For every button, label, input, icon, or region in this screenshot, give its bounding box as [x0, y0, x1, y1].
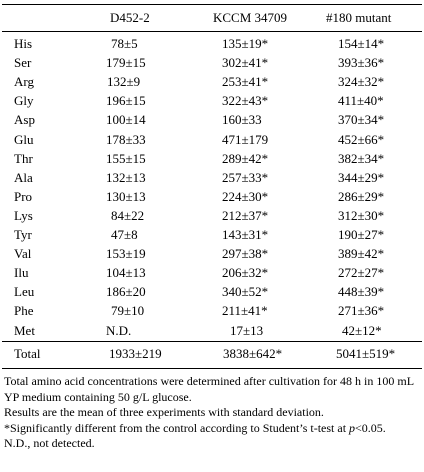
value-kccm-34709: 211±41*: [222, 303, 268, 319]
value-d452-2: 100±14: [106, 112, 146, 128]
value-d452-2: 84±22: [111, 207, 145, 223]
value-d452-2: 178±33: [106, 131, 146, 147]
amino-acid-name: Met: [14, 322, 35, 338]
table-top-rule: [2, 4, 422, 5]
table-row: Asp 100±14 160±33 370±34*: [0, 111, 424, 129]
value-d452-2: 104±13: [106, 265, 146, 281]
value-kccm-34709: 160±33: [222, 112, 262, 128]
table-row: Leu 186±20 340±52* 448±39*: [0, 283, 424, 301]
value-180-mutant: 42±12*: [342, 322, 382, 338]
value-d452-2: N.D.: [106, 322, 132, 338]
table-row: Ala 132±13 257±33* 344±29*: [0, 169, 424, 187]
value-kccm-34709: 257±33*: [222, 169, 269, 185]
value-kccm-34709: 212±37*: [222, 207, 269, 223]
total-d452-2: 1933±219: [109, 346, 162, 361]
table-row: His 78±5 135±19* 154±14*: [0, 35, 424, 53]
table-row: Gly 196±15 322±43* 411±40*: [0, 92, 424, 110]
amino-acid-name: Ilu: [14, 265, 29, 281]
value-d452-2: 47±8: [111, 227, 138, 242]
value-kccm-34709: 289±42*: [222, 150, 269, 166]
table-row: Arg 132±9 253±41* 324±32*: [0, 73, 424, 91]
amino-acid-name: Asp: [14, 112, 35, 128]
footnote-mean: Results are the mean of three experiment…: [4, 405, 324, 419]
value-kccm-34709: 302±41*: [222, 55, 269, 71]
table-row: Ilu 104±13 206±32* 272±27*: [0, 264, 424, 282]
table-header-row: D452-2 KCCM 34709 #180 mutant: [0, 8, 424, 28]
amino-acid-name: Val: [14, 246, 32, 262]
value-d452-2: 79±10: [111, 303, 145, 319]
table-header-rule: [2, 31, 422, 32]
header-180-mutant: #180 mutant: [326, 10, 392, 25]
value-kccm-34709: 143±31*: [222, 227, 269, 242]
value-180-mutant: 344±29*: [338, 169, 385, 185]
value-d452-2: 179±15: [106, 55, 146, 71]
value-180-mutant: 370±34*: [338, 112, 385, 128]
value-180-mutant: 271±36*: [338, 303, 385, 319]
amino-acid-name: Tyr: [14, 227, 32, 242]
table-row: Val 153±19 297±38* 389±42*: [0, 245, 424, 263]
value-180-mutant: 190±27*: [338, 227, 385, 242]
value-kccm-34709: 253±41*: [222, 74, 269, 90]
value-180-mutant: 452±66*: [338, 131, 385, 147]
value-d452-2: 132±9: [107, 74, 141, 90]
value-d452-2: 132±13: [106, 169, 146, 185]
value-d452-2: 153±19: [106, 246, 146, 262]
value-180-mutant: 389±42*: [338, 246, 385, 262]
value-kccm-34709: 224±30*: [222, 188, 269, 204]
table-total-rule: [2, 341, 422, 342]
value-180-mutant: 286±29*: [338, 188, 385, 204]
value-180-mutant: 324±32*: [338, 74, 385, 90]
amino-acid-name: Pro: [14, 188, 33, 204]
amino-acid-name: Ala: [14, 169, 33, 185]
table-row: Ser 179±15 302±41* 393±36*: [0, 54, 424, 72]
value-kccm-34709: 322±43*: [222, 93, 269, 109]
footnote-conditions: Total amino acid concentrations were det…: [4, 374, 414, 404]
footnote-significance: *Significantly different from the contro…: [4, 420, 386, 435]
table-total-row: Total 1933±219 3838±642* 5041±519*: [0, 344, 424, 364]
amino-acid-name: Gly: [14, 93, 34, 109]
value-180-mutant: 411±40*: [338, 93, 384, 109]
total-kccm-34709: 3838±642*: [223, 346, 283, 361]
footnote-nd: N.D., not detected.: [4, 436, 95, 450]
value-kccm-34709: 297±38*: [222, 246, 269, 262]
value-180-mutant: 393±36*: [338, 55, 385, 71]
header-kccm-34709: KCCM 34709: [213, 10, 288, 25]
amino-acid-name: Leu: [14, 284, 35, 300]
value-180-mutant: 448±39*: [338, 284, 385, 300]
value-kccm-34709: 340±52*: [222, 284, 269, 300]
value-kccm-34709: 206±32*: [222, 265, 269, 281]
amino-acid-name: Glu: [14, 131, 34, 147]
value-d452-2: 186±20: [106, 284, 146, 300]
value-d452-2: 78±5: [111, 36, 138, 51]
amino-acid-name: Thr: [14, 150, 33, 166]
table-row: Pro 130±13 224±30* 286±29*: [0, 188, 424, 206]
total-180-mutant: 5041±519*: [336, 346, 396, 361]
amino-acid-name: Phe: [14, 303, 34, 319]
value-180-mutant: 382±34*: [338, 150, 385, 166]
amino-acid-name: Lys: [14, 207, 33, 223]
value-kccm-34709: 17±13: [230, 322, 264, 338]
value-180-mutant: 154±14*: [338, 36, 385, 51]
table-row: Phe 79±10 211±41* 271±36*: [0, 302, 424, 320]
value-d452-2: 155±15: [106, 150, 146, 166]
table-row: Tyr 47±8 143±31* 190±27*: [0, 226, 424, 244]
amino-acid-table: D452-2 KCCM 34709 #180 mutant His 78±5 135…: [0, 0, 424, 450]
table-row: Thr 155±15 289±42* 382±34*: [0, 150, 424, 168]
value-kccm-34709: 471±179: [222, 131, 269, 147]
header-d452-2: D452-2: [110, 10, 150, 25]
table-row: Lys 84±22 212±37* 312±30*: [0, 207, 424, 225]
table-row: Met N.D. 17±13 42±12*: [0, 322, 424, 340]
amino-acid-name: Ser: [14, 55, 32, 71]
value-kccm-34709: 135±19*: [222, 36, 269, 51]
table-row: Glu 178±33 471±179 452±66*: [0, 131, 424, 149]
table-footnotes: Total amino acid concentrations were det…: [4, 374, 422, 452]
amino-acid-name: Arg: [14, 74, 34, 90]
amino-acid-name: His: [14, 36, 33, 51]
table-bottom-rule: [2, 368, 422, 369]
value-d452-2: 196±15: [106, 93, 146, 109]
value-180-mutant: 312±30*: [338, 207, 385, 223]
total-label: Total: [14, 346, 41, 361]
value-d452-2: 130±13: [106, 188, 146, 204]
value-180-mutant: 272±27*: [338, 265, 385, 281]
